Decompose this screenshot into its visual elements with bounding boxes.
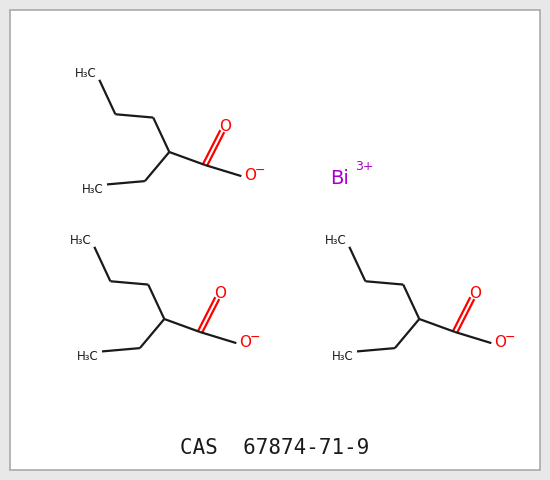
Text: Bi: Bi <box>330 168 349 188</box>
Text: 3+: 3+ <box>355 160 373 173</box>
Text: H₃C: H₃C <box>324 234 346 247</box>
Text: O: O <box>239 335 251 349</box>
Text: −: − <box>505 331 515 344</box>
Text: −: − <box>250 331 261 344</box>
Text: H₃C: H₃C <box>332 350 354 363</box>
Text: H₃C: H₃C <box>69 234 91 247</box>
Text: O: O <box>244 168 256 182</box>
Text: O: O <box>219 119 231 133</box>
Text: H₃C: H₃C <box>82 183 104 196</box>
Text: CAS  67874-71-9: CAS 67874-71-9 <box>180 438 370 458</box>
Text: O: O <box>469 286 481 300</box>
Text: O: O <box>214 286 226 300</box>
Text: −: − <box>255 164 266 177</box>
Text: H₃C: H₃C <box>77 350 99 363</box>
Text: H₃C: H₃C <box>75 67 96 80</box>
Text: O: O <box>494 335 507 349</box>
FancyBboxPatch shape <box>10 10 540 470</box>
